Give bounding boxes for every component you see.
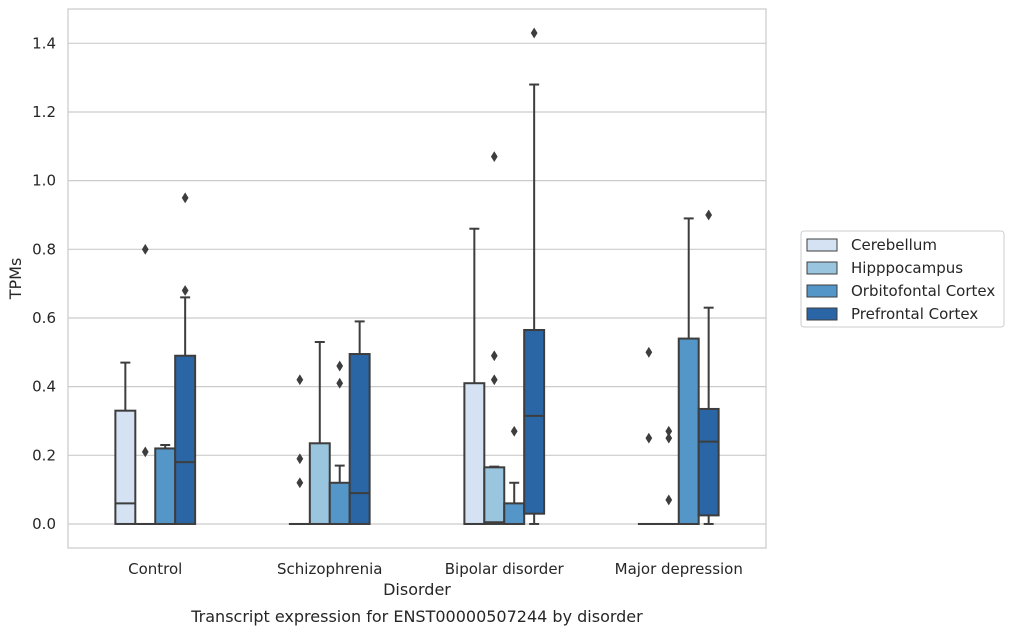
y-axis-title: TPMs <box>6 258 25 301</box>
chart-caption: Transcript expression for ENST0000050724… <box>190 607 643 626</box>
box-body <box>308 442 331 525</box>
legend-label: Cerebellum <box>851 236 937 254</box>
box-cerebellum-schizophrenia <box>288 374 311 525</box>
x-axis-ticks: Control Schizophrenia Bipolar disorder Majo… <box>128 560 743 578</box>
y-tick-label: 0.2 <box>32 446 56 464</box>
box-body <box>114 409 137 525</box>
outlier-point <box>665 425 673 437</box>
box-orbitofontal-cortex-bipolar-disorder <box>503 425 526 525</box>
outlier-point <box>141 446 149 458</box>
x-tick-label: Bipolar disorder <box>445 560 565 578</box>
box-body <box>463 382 486 525</box>
box-body <box>677 337 700 525</box>
outlier-point <box>181 285 189 296</box>
legend-frame <box>800 230 1005 328</box>
box-hipppocampus-major-depression <box>657 425 680 525</box>
box-prefrontal-cortex-schizophrenia <box>348 320 371 525</box>
y-tick-label: 1.2 <box>32 103 56 121</box>
legend-swatch <box>806 307 838 321</box>
box-body <box>328 481 351 525</box>
box-cerebellum-major-depression <box>637 346 660 525</box>
legend-swatch <box>806 238 838 252</box>
outlier-point <box>510 425 518 437</box>
outlier-point <box>181 192 189 204</box>
y-axis-ticks: 0.0 0.2 0.4 0.6 0.8 1.0 1.2 1.4 <box>32 34 56 533</box>
box-body <box>483 466 506 525</box>
legend: Cerebellum Hipppocampus Orbitofontal Corte… <box>800 230 1005 328</box>
box-orbitofontal-cortex-major-depression <box>677 217 700 525</box>
box-cerebellum-control <box>114 361 137 525</box>
x-tick-label: Major depression <box>615 560 743 578</box>
x-tick-label: Control <box>128 560 182 578</box>
x-axis-title: Disorder <box>383 580 451 599</box>
outlier-point <box>296 477 304 489</box>
y-tick-label: 1.0 <box>32 172 56 190</box>
box-body <box>697 407 720 517</box>
y-tick-label: 1.4 <box>32 34 56 52</box>
box-prefrontal-cortex-major-depression <box>697 209 720 525</box>
box-hipppocampus-schizophrenia <box>308 341 331 525</box>
y-tick-label: 0.0 <box>32 515 56 533</box>
outlier-point <box>490 374 498 386</box>
box-orbitofontal-cortex-control <box>154 444 177 525</box>
box-plot-marks <box>114 27 720 525</box>
box-body <box>154 447 177 525</box>
y-tick-label: 0.8 <box>32 240 56 258</box>
outlier-point <box>490 350 498 362</box>
box-hipppocampus-bipolar-disorder <box>483 151 506 525</box>
outlier-point <box>296 453 304 465</box>
outlier-point <box>705 209 713 221</box>
box-body <box>523 328 546 515</box>
outlier-point <box>645 432 653 444</box>
legend-label: Orbitofontal Cortex <box>851 282 995 300</box>
box-prefrontal-cortex-control <box>174 192 197 525</box>
outlier-point <box>490 151 498 163</box>
outlier-point <box>336 360 344 372</box>
box-cerebellum-bipolar-disorder <box>463 227 486 525</box>
outlier-point <box>645 346 653 358</box>
legend-label: Prefrontal Cortex <box>851 305 978 323</box>
y-tick-label: 0.4 <box>32 378 56 396</box>
outlier-point <box>530 27 538 39</box>
legend-swatch <box>806 284 838 298</box>
box-body <box>174 354 197 525</box>
box-body <box>348 353 371 525</box>
outlier-point <box>141 243 149 255</box>
y-tick-label: 0.6 <box>32 309 56 327</box>
x-tick-label: Schizophrenia <box>277 560 382 578</box>
outlier-point <box>665 494 673 506</box>
legend-swatch <box>806 261 838 275</box>
outlier-point <box>665 432 673 444</box>
box-prefrontal-cortex-bipolar-disorder <box>523 27 546 525</box>
legend-label: Hipppocampus <box>851 259 963 277</box>
box-orbitofontal-cortex-schizophrenia <box>328 360 351 525</box>
outlier-point <box>296 374 304 386</box>
box-body <box>503 502 526 525</box>
outlier-point <box>336 377 344 389</box>
plot-area-frame <box>67 8 767 549</box>
box-hipppocampus-control <box>134 243 157 525</box>
